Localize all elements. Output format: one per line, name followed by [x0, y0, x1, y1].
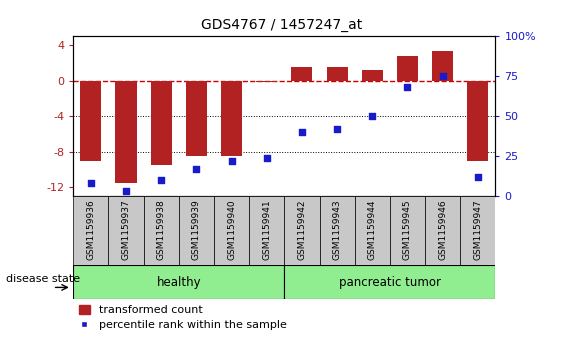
Text: GSM1159938: GSM1159938	[157, 200, 166, 260]
Text: disease state: disease state	[6, 274, 80, 284]
Text: healthy: healthy	[157, 276, 201, 289]
Bar	[327, 68, 347, 81]
Bar	[80, 81, 101, 160]
Point	[157, 177, 166, 183]
Bar	[221, 81, 242, 156]
Point	[438, 73, 447, 79]
Bar	[108, 196, 144, 265]
Point	[262, 155, 271, 160]
Bar	[144, 196, 179, 265]
Bar	[355, 196, 390, 265]
Text: GSM1159944: GSM1159944	[368, 200, 377, 260]
Bar	[432, 52, 453, 81]
Bar	[390, 196, 425, 265]
Text: GSM1159946: GSM1159946	[438, 200, 447, 260]
Point	[122, 188, 131, 194]
Text: pancreatic tumor: pancreatic tumor	[339, 276, 441, 289]
Text: GSM1159940: GSM1159940	[227, 200, 236, 260]
Legend: transformed count, percentile rank within the sample: transformed count, percentile rank withi…	[79, 305, 287, 330]
Point	[297, 129, 306, 135]
Bar	[73, 265, 284, 299]
Point	[368, 113, 377, 119]
Point	[333, 126, 342, 132]
Bar	[467, 81, 488, 160]
Bar	[284, 196, 320, 265]
Bar	[425, 196, 461, 265]
Text: GSM1159942: GSM1159942	[297, 200, 306, 260]
Text: GSM1159937: GSM1159937	[122, 200, 131, 260]
Bar	[461, 196, 495, 265]
Bar	[292, 68, 312, 81]
Text: GSM1159939: GSM1159939	[192, 200, 201, 260]
Text: GSM1159936: GSM1159936	[86, 200, 95, 260]
Text: GSM1159941: GSM1159941	[262, 200, 271, 260]
Point	[192, 166, 201, 172]
Bar	[179, 196, 214, 265]
Bar	[115, 81, 136, 183]
Bar	[362, 70, 383, 81]
Bar	[397, 56, 418, 81]
Bar	[284, 265, 495, 299]
Text: GDS4767 / 1457247_at: GDS4767 / 1457247_at	[201, 18, 362, 32]
Bar	[249, 196, 284, 265]
Bar	[320, 196, 355, 265]
Point	[473, 174, 482, 180]
Bar	[256, 81, 277, 82]
Text: GSM1159945: GSM1159945	[403, 200, 412, 260]
Point	[227, 158, 236, 164]
Text: GSM1159947: GSM1159947	[473, 200, 482, 260]
Point	[86, 180, 95, 186]
Bar	[151, 81, 172, 165]
Bar	[186, 81, 207, 156]
Point	[403, 85, 412, 90]
Text: GSM1159943: GSM1159943	[333, 200, 342, 260]
Bar	[73, 196, 108, 265]
Bar	[214, 196, 249, 265]
